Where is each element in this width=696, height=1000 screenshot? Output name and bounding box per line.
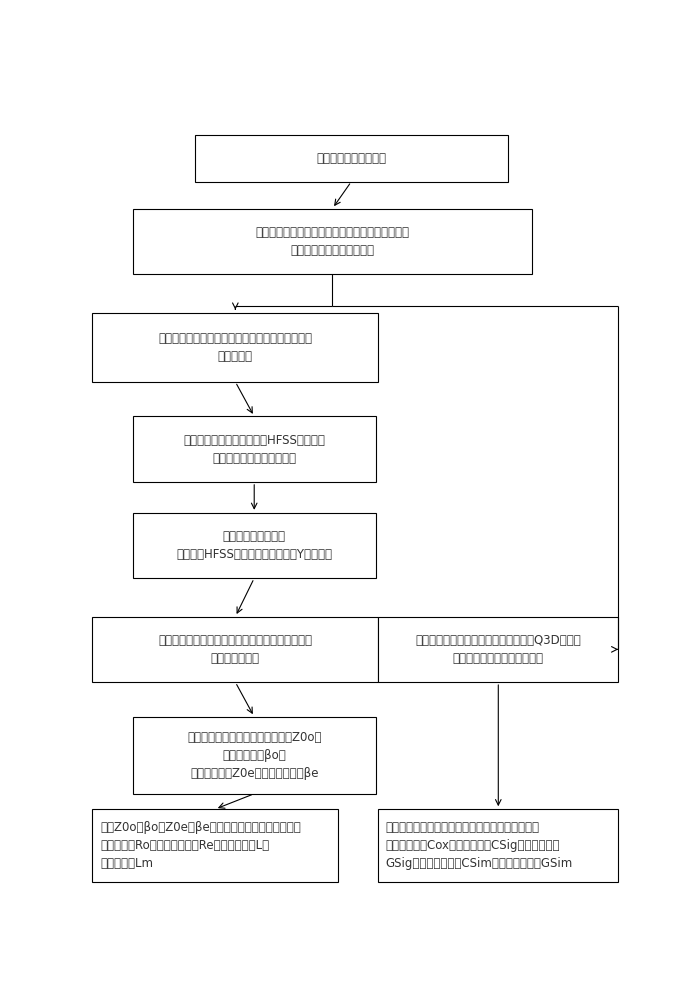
Text: 在三维准静态电磁场分布参数提取软件Q3D中建立
该差分硅通孔的三维仿真模型: 在三维准静态电磁场分布参数提取软件Q3D中建立 该差分硅通孔的三维仿真模型 bbox=[416, 634, 581, 665]
FancyBboxPatch shape bbox=[133, 513, 376, 578]
Text: 通过三维全波电磁场
仿真软件HFSS得到该差分硅通孔的Y参数矩阵: 通过三维全波电磁场 仿真软件HFSS得到该差分硅通孔的Y参数矩阵 bbox=[176, 530, 332, 561]
FancyBboxPatch shape bbox=[93, 312, 379, 382]
Text: 得出该差分硅通孔的奇模特性阻抗Z0o、
奇模传播常数βo、
偶模特性阻抗Z0e和偶模传播常数βe: 得出该差分硅通孔的奇模特性阻抗Z0o、 奇模传播常数βo、 偶模特性阻抗Z0e和… bbox=[187, 731, 322, 780]
Text: 在三维全波电磁场仿真软件HFSS中建立该
差分硅通孔的三维仿真模型: 在三维全波电磁场仿真软件HFSS中建立该 差分硅通孔的三维仿真模型 bbox=[183, 434, 325, 465]
FancyBboxPatch shape bbox=[93, 617, 379, 682]
FancyBboxPatch shape bbox=[195, 135, 507, 182]
FancyBboxPatch shape bbox=[379, 617, 618, 682]
FancyBboxPatch shape bbox=[133, 209, 532, 274]
FancyBboxPatch shape bbox=[93, 809, 338, 882]
Text: 建立差分硅通孔的奇模等效电路和差分硅通孔的偶
模等效电路: 建立差分硅通孔的奇模等效电路和差分硅通孔的偶 模等效电路 bbox=[158, 332, 313, 363]
FancyBboxPatch shape bbox=[379, 809, 618, 882]
Text: 根据Z0o、βo、Z0e和βe的定义得到该差分硅通孔的奇
模环路电阻Ro、偶模环路电阻Re、环路自电感L和
环路互电感Lm: 根据Z0o、βo、Z0e和βe的定义得到该差分硅通孔的奇 模环路电阻Ro、偶模环… bbox=[100, 821, 301, 870]
Text: 分析该差分硅通孔的各部分存在的分布电阻、分布
电感、分布电容和分布电导: 分析该差分硅通孔的各部分存在的分布电阻、分布 电感、分布电容和分布电导 bbox=[255, 226, 409, 257]
FancyBboxPatch shape bbox=[133, 717, 376, 794]
Text: 确定差分硅通孔的结构: 确定差分硅通孔的结构 bbox=[316, 152, 386, 165]
Text: 计算该差分硅通孔的奇模传输矩阵和该差分硅通孔
的偶模传输矩阵: 计算该差分硅通孔的奇模传输矩阵和该差分硅通孔 的偶模传输矩阵 bbox=[158, 634, 313, 665]
Text: 三维准静态电磁场分布参数提取得到该差分硅通孔
的氧化层电容Cox、硅衬底电容CSig、硅衬底电导
GSig、硅衬底互电容CSim和硅衬底互电导GSim: 三维准静态电磁场分布参数提取得到该差分硅通孔 的氧化层电容Cox、硅衬底电容CS… bbox=[386, 821, 573, 870]
FancyBboxPatch shape bbox=[133, 416, 376, 482]
